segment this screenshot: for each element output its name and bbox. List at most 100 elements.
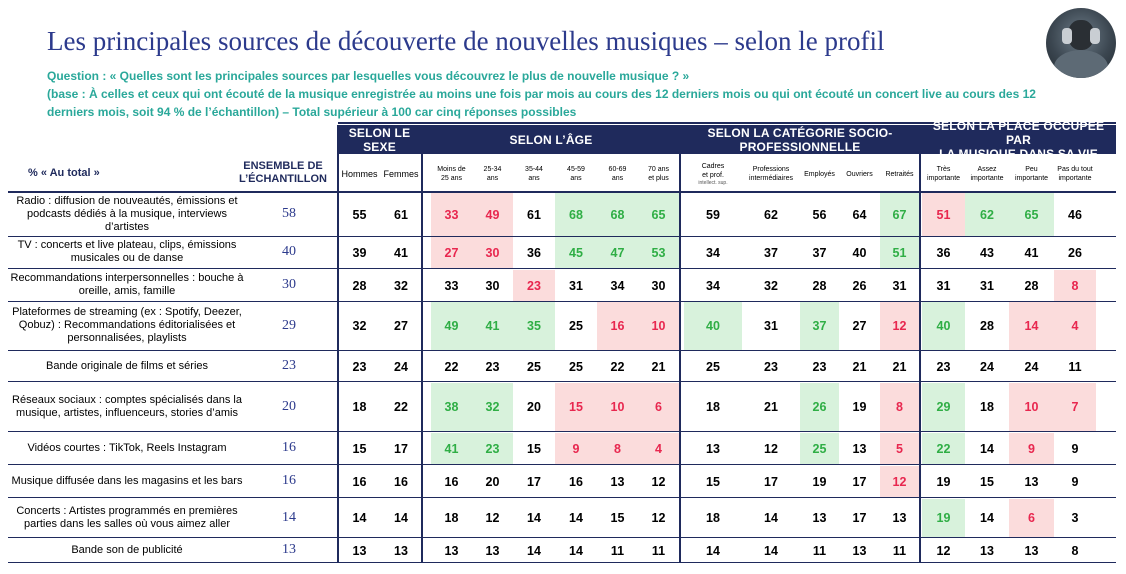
table-cell: 31 xyxy=(980,278,994,293)
row-label: Plateformes de streaming (ex : Spotify, … xyxy=(12,306,242,344)
table-cell: 21 xyxy=(852,359,867,374)
base-text-line-2: derniers mois, soit 94 % de l’échantillo… xyxy=(47,105,577,119)
table-cell: 12 xyxy=(880,302,919,350)
table-cell: 32 xyxy=(764,278,778,293)
table-cell: 31 xyxy=(892,278,907,293)
table-cell: 13 xyxy=(852,441,867,456)
row-label: Vidéos courtes : TikTok, Reels Instagram xyxy=(27,441,227,454)
table-cell: 27 xyxy=(394,319,408,333)
column-header-line: importante xyxy=(1058,175,1092,182)
column-header-line: Ouvriers xyxy=(846,170,873,178)
table-cell: 32 xyxy=(472,383,513,431)
table-cell: 22 xyxy=(394,400,408,414)
table-cell: 67 xyxy=(880,193,919,236)
table-cell: 14 xyxy=(394,511,408,525)
table-cell: 53 xyxy=(638,237,679,268)
table-cell: 28 xyxy=(352,278,367,293)
row-divider xyxy=(8,464,1116,465)
table-cell: 3 xyxy=(1071,511,1079,525)
table-cell: 23 xyxy=(936,359,951,374)
table-cell: 35 xyxy=(513,302,555,350)
table-cell: 20 xyxy=(485,474,500,489)
table-cell: 13 xyxy=(706,441,720,456)
table-cell: 11 xyxy=(892,543,907,558)
table-cell: 9 xyxy=(1009,433,1054,464)
table-cell: 40 xyxy=(852,245,867,260)
table-cell: 18 xyxy=(444,511,459,525)
table-cell: 37 xyxy=(812,245,827,260)
table-cell: 13 xyxy=(444,543,459,558)
table-cell: 61 xyxy=(527,207,541,222)
table-cell: 62 xyxy=(965,193,1009,236)
table-cell: 7 xyxy=(1054,383,1096,431)
table-cell: 23 xyxy=(812,359,827,374)
row-divider xyxy=(8,431,1116,432)
table-cell: 62 xyxy=(764,207,778,222)
table-cell: 29 xyxy=(922,383,965,431)
table-cell: 40 xyxy=(922,302,965,350)
table-cell: 33 xyxy=(431,193,472,236)
table-cell: 24 xyxy=(394,359,408,374)
table-cell: 19 xyxy=(812,474,827,489)
base-text-line-1: (base : À celles et ceux qui ont écouté … xyxy=(47,87,1036,101)
column-header: Assez importante xyxy=(965,157,1009,191)
table-cell: 26 xyxy=(852,278,867,293)
table-cell: 8 xyxy=(1071,543,1079,558)
table-cell: 6 xyxy=(638,383,679,431)
ensemble-value: 23 xyxy=(282,358,296,373)
table-cell: 13 xyxy=(892,511,907,525)
table-cell: 32 xyxy=(352,319,367,333)
column-divider xyxy=(679,125,681,562)
header-age: SELON L’ÂGE xyxy=(423,125,679,154)
column-header-line: Cadres xyxy=(701,163,725,170)
table-cell: 24 xyxy=(980,359,994,374)
column-header: Très importante xyxy=(922,157,965,191)
table-cell: 20 xyxy=(527,400,541,414)
table-cell: 37 xyxy=(800,302,839,350)
column-header-line: Peu xyxy=(1025,166,1038,173)
column-header-line: ans xyxy=(570,175,582,182)
row-label: Radio : diffusion de nouveautés, émissio… xyxy=(16,194,238,233)
table-cell: 31 xyxy=(569,278,583,293)
table-cell: 28 xyxy=(1024,278,1039,293)
row-divider xyxy=(8,301,1116,302)
row-label: Recommandations interpersonnelles : bouc… xyxy=(10,272,244,297)
table-cell: 17 xyxy=(527,474,541,489)
table-cell: 65 xyxy=(1009,193,1054,236)
table-cell: 15 xyxy=(352,441,367,456)
table-cell: 22 xyxy=(922,433,965,464)
row-divider xyxy=(8,381,1116,382)
table-cell: 6 xyxy=(1009,499,1054,537)
row-divider xyxy=(8,497,1116,498)
table-cell: 18 xyxy=(980,400,994,414)
table-cell: 26 xyxy=(1068,245,1082,260)
column-header-line: Hommes xyxy=(341,168,378,179)
column-header: Peu importante xyxy=(1009,157,1054,191)
table-cell: 31 xyxy=(936,278,951,293)
column-header-line: 60-69 xyxy=(608,166,627,173)
table-cell: 34 xyxy=(610,278,625,293)
table-cell: 21 xyxy=(892,359,907,374)
table-cell: 61 xyxy=(394,207,408,222)
table-cell: 13 xyxy=(980,543,994,558)
table-cell: 47 xyxy=(597,237,638,268)
table-cell: 13 xyxy=(610,474,625,489)
table-cell: 46 xyxy=(1068,207,1082,222)
table-cell: 45 xyxy=(555,237,597,268)
label-au-total: % « Au total » xyxy=(28,167,100,179)
table-cell: 14 xyxy=(980,511,994,525)
table-cell: 16 xyxy=(569,474,583,489)
table-cell: 13 xyxy=(394,543,408,558)
table-cell: 14 xyxy=(527,511,541,525)
table-cell: 18 xyxy=(706,511,720,525)
column-header-line: Employés xyxy=(804,170,835,178)
table-cell: 25 xyxy=(569,319,583,333)
header-top-rule xyxy=(338,122,1116,124)
column-header-line: et prof. xyxy=(702,172,724,179)
table-cell: 14 xyxy=(352,511,367,525)
avatar-photo xyxy=(1046,8,1116,78)
table-cell: 14 xyxy=(764,511,778,525)
row-label: Réseaux sociaux : comptes spécialisés da… xyxy=(12,393,242,419)
table-cell: 39 xyxy=(352,245,367,260)
table-cell: 68 xyxy=(597,193,638,236)
